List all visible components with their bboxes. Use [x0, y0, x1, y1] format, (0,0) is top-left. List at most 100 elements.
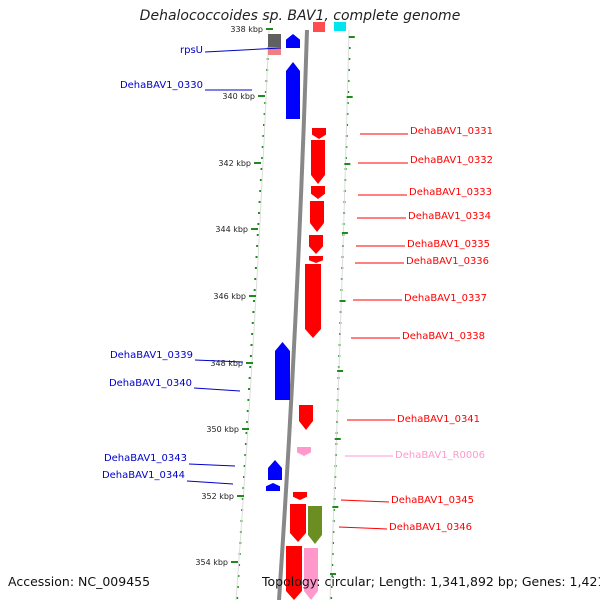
- gene-arrow: [286, 546, 302, 600]
- gene-label: DehaBAV1_0334: [408, 211, 491, 222]
- gene-arrow: [268, 47, 281, 55]
- tick-mark: [242, 428, 249, 430]
- tick-mark: [329, 573, 336, 575]
- ring-dot-left: [261, 146, 264, 148]
- ring-dot-left: [250, 344, 253, 346]
- ring-dot-left: [245, 432, 248, 434]
- ring-dot-left: [259, 190, 262, 192]
- ring-guide: [235, 29, 270, 600]
- tick-mark: [337, 370, 344, 372]
- ring-dot-left: [254, 267, 257, 269]
- ring-dot-right: [348, 58, 351, 60]
- ring-dot-right: [330, 597, 333, 599]
- ring-dot-left: [247, 399, 250, 401]
- tick-label: 342 kbp: [218, 159, 251, 168]
- ring-dot-left: [256, 245, 259, 247]
- ring-dot-left: [246, 421, 249, 423]
- ring-dot-right: [347, 80, 350, 82]
- ring-dot-left: [256, 234, 259, 236]
- gene-leader-line: [340, 499, 390, 503]
- accession-text: Accession: NC_009455: [8, 574, 151, 589]
- tick-label: 340 kbp: [222, 92, 255, 101]
- gene-label: DehaBAV1_0330: [120, 80, 203, 91]
- ring-dot-left: [244, 443, 247, 445]
- gene-arrow: [310, 201, 324, 232]
- tick-mark: [266, 28, 273, 30]
- tick-mark: [346, 96, 353, 98]
- gene-leader-line: [338, 526, 388, 530]
- tick-mark: [334, 438, 341, 440]
- ring-dot-right: [330, 575, 333, 577]
- ring-dot-left: [260, 168, 263, 170]
- ring-dot-right: [347, 91, 350, 93]
- ring-dot-right: [346, 113, 349, 115]
- ring-dot-left: [243, 465, 246, 467]
- ring-dot-left: [248, 388, 251, 390]
- ring-dot-left: [253, 289, 256, 291]
- gene-label: DehaBAV1_0331: [410, 126, 493, 137]
- gene-label: DehaBAV1_0341: [397, 414, 480, 425]
- ring-dot-right: [348, 47, 351, 49]
- ring-dot-right: [346, 102, 349, 104]
- ring-dot-left: [255, 256, 258, 258]
- gene-arrow: [312, 128, 326, 139]
- gene-leader-line: [194, 359, 244, 363]
- gene-label: DehaBAV1_0337: [404, 293, 487, 304]
- gene-label: rpsU: [180, 45, 203, 56]
- tick-mark: [332, 506, 339, 508]
- gene-leader-line: [193, 387, 241, 392]
- gene-label: DehaBAV1_0332: [410, 155, 493, 166]
- ring-dot-left: [258, 201, 261, 203]
- backbone-line: [277, 29, 309, 600]
- ring-dot-left: [246, 410, 249, 412]
- ring-dot-left: [259, 179, 262, 181]
- ring-dot-left: [257, 223, 260, 225]
- ring-dot-right: [347, 69, 350, 71]
- gene-arrow: [297, 447, 311, 456]
- gene-label: DehaBAV1_0333: [409, 187, 492, 198]
- ring-dot-left: [248, 377, 251, 379]
- tick-mark: [246, 362, 253, 364]
- ring-dot-right: [331, 553, 334, 555]
- ring-dot-left: [243, 476, 246, 478]
- gene-arrow: [268, 460, 282, 480]
- gene-arrow: [311, 186, 325, 199]
- ring-dot-left: [236, 597, 239, 599]
- gene-arrow: [268, 34, 281, 48]
- gene-arrow: [286, 34, 300, 48]
- genome-summary-text: Topology: circular; Length: 1,341,892 bp…: [262, 574, 600, 589]
- tick-mark: [348, 36, 355, 38]
- gene-label: DehaBAV1_0338: [402, 331, 485, 342]
- ring-dot-left: [263, 124, 266, 126]
- ring-dot-right: [331, 542, 334, 544]
- ring-dot-left: [237, 575, 240, 577]
- ring-dot-right: [330, 586, 333, 588]
- gene-leader-line: [186, 480, 234, 485]
- gene-arrow: [299, 405, 313, 430]
- ring-dot-left: [264, 102, 267, 104]
- gene-label: DehaBAV1_0344: [102, 470, 185, 481]
- ring-dot-left: [249, 366, 252, 368]
- gene-label: DehaBAV1_0343: [104, 453, 187, 464]
- ring-dot-left: [258, 212, 261, 214]
- tick-mark: [251, 228, 258, 230]
- tick-label: 350 kbp: [206, 425, 239, 434]
- tick-mark: [344, 163, 351, 165]
- gene-arrow: [304, 548, 318, 600]
- ring-dot-left: [251, 322, 254, 324]
- tick-label: 352 kbp: [201, 492, 234, 501]
- tick-mark: [231, 561, 238, 563]
- gene-arrow: [308, 506, 322, 544]
- ring-dot-left: [262, 135, 265, 137]
- tick-mark: [341, 232, 348, 234]
- gene-label: DehaBAV1_0345: [391, 495, 474, 506]
- genome-title: Dehalococcoides sp. BAV1, complete genom…: [139, 8, 461, 24]
- gene-arrow: [311, 140, 325, 184]
- ring-dot-left: [253, 300, 256, 302]
- tick-label: 348 kbp: [210, 359, 243, 368]
- gene-label: DehaBAV1_0340: [109, 378, 192, 389]
- gene-arrow: [275, 342, 290, 400]
- ring-guide: [329, 29, 350, 600]
- ring-dot-left: [242, 487, 245, 489]
